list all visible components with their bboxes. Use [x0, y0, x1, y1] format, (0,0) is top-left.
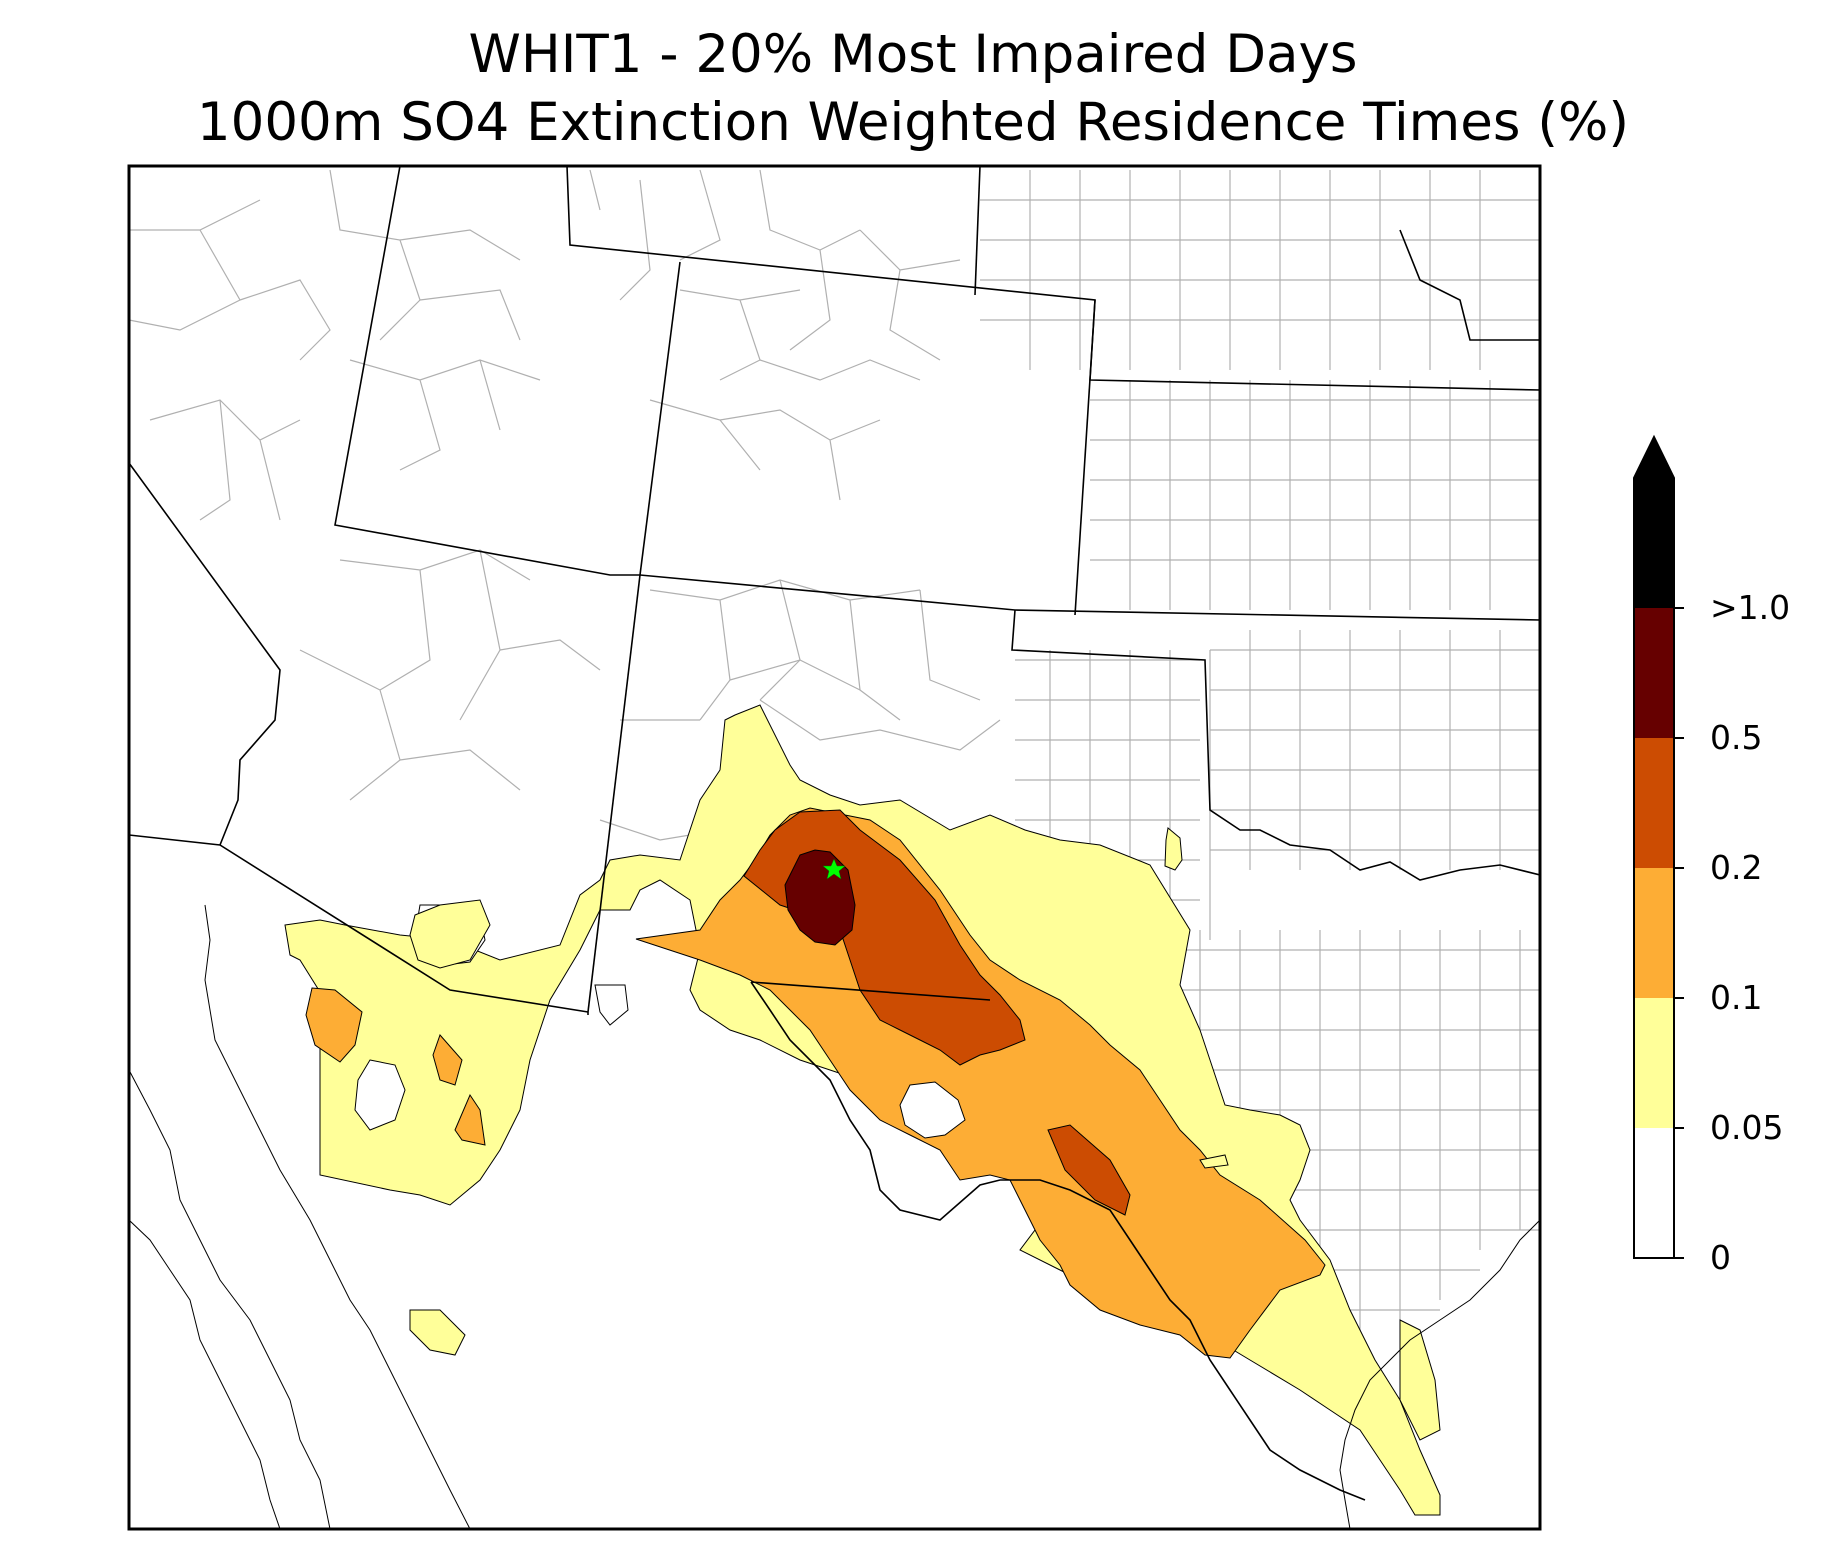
colorbar-segment-0.5-1.0: [1634, 608, 1674, 738]
contour-level-0.2: [1047, 1124, 1131, 1216]
contour-level-0.05: [1399, 1319, 1441, 1441]
colorbar-tick-label: >1.0: [1710, 588, 1791, 627]
colorbar-tick-label: 0: [1710, 1238, 1731, 1277]
chart-title-line-1: WHIT1 - 20% Most Impaired Days: [468, 24, 1358, 85]
chart-title-line-2: 1000m SO4 Extinction Weighted Residence …: [196, 92, 1630, 153]
county-boundaries: [129, 169, 1540, 1340]
colorbar-extend-arrow: [1634, 437, 1674, 478]
contour-fills: [284, 704, 1441, 1516]
colorbar-tick-label: 0.1: [1710, 978, 1763, 1017]
contour-level-0.1: [454, 1093, 486, 1146]
contour-level-0.1: [305, 987, 363, 1063]
monitoring-site-marker: [822, 858, 846, 880]
contour-level-0.1: [635, 807, 1326, 1359]
colorbar-segment-0-0.05: [1634, 1128, 1674, 1258]
contour-islands: [409, 827, 1229, 1356]
coastline: [129, 904, 1540, 1529]
colorbar-segment-gt1: [1634, 478, 1674, 608]
state-boundaries: [129, 166, 1540, 1501]
colorbar-tick-label: 0.2: [1710, 848, 1763, 887]
green-star-icon: [822, 858, 846, 880]
map-frame: [127, 164, 1542, 1531]
colorbar-segment-0.2-0.5: [1634, 738, 1674, 868]
colorbar-segment-0.05-0.1: [1634, 998, 1674, 1128]
colorbar-tick-label: 0.05: [1710, 1108, 1784, 1147]
contour-level-0.1: [432, 1034, 463, 1086]
colorbar: [1633, 434, 1684, 1259]
contour-level-0.05: [284, 704, 1441, 1516]
colorbar-segment-0.1-0.2: [1634, 868, 1674, 998]
colorbar-ticks: [1674, 607, 1684, 1259]
colorbar-tick-label: 0.5: [1710, 718, 1763, 757]
